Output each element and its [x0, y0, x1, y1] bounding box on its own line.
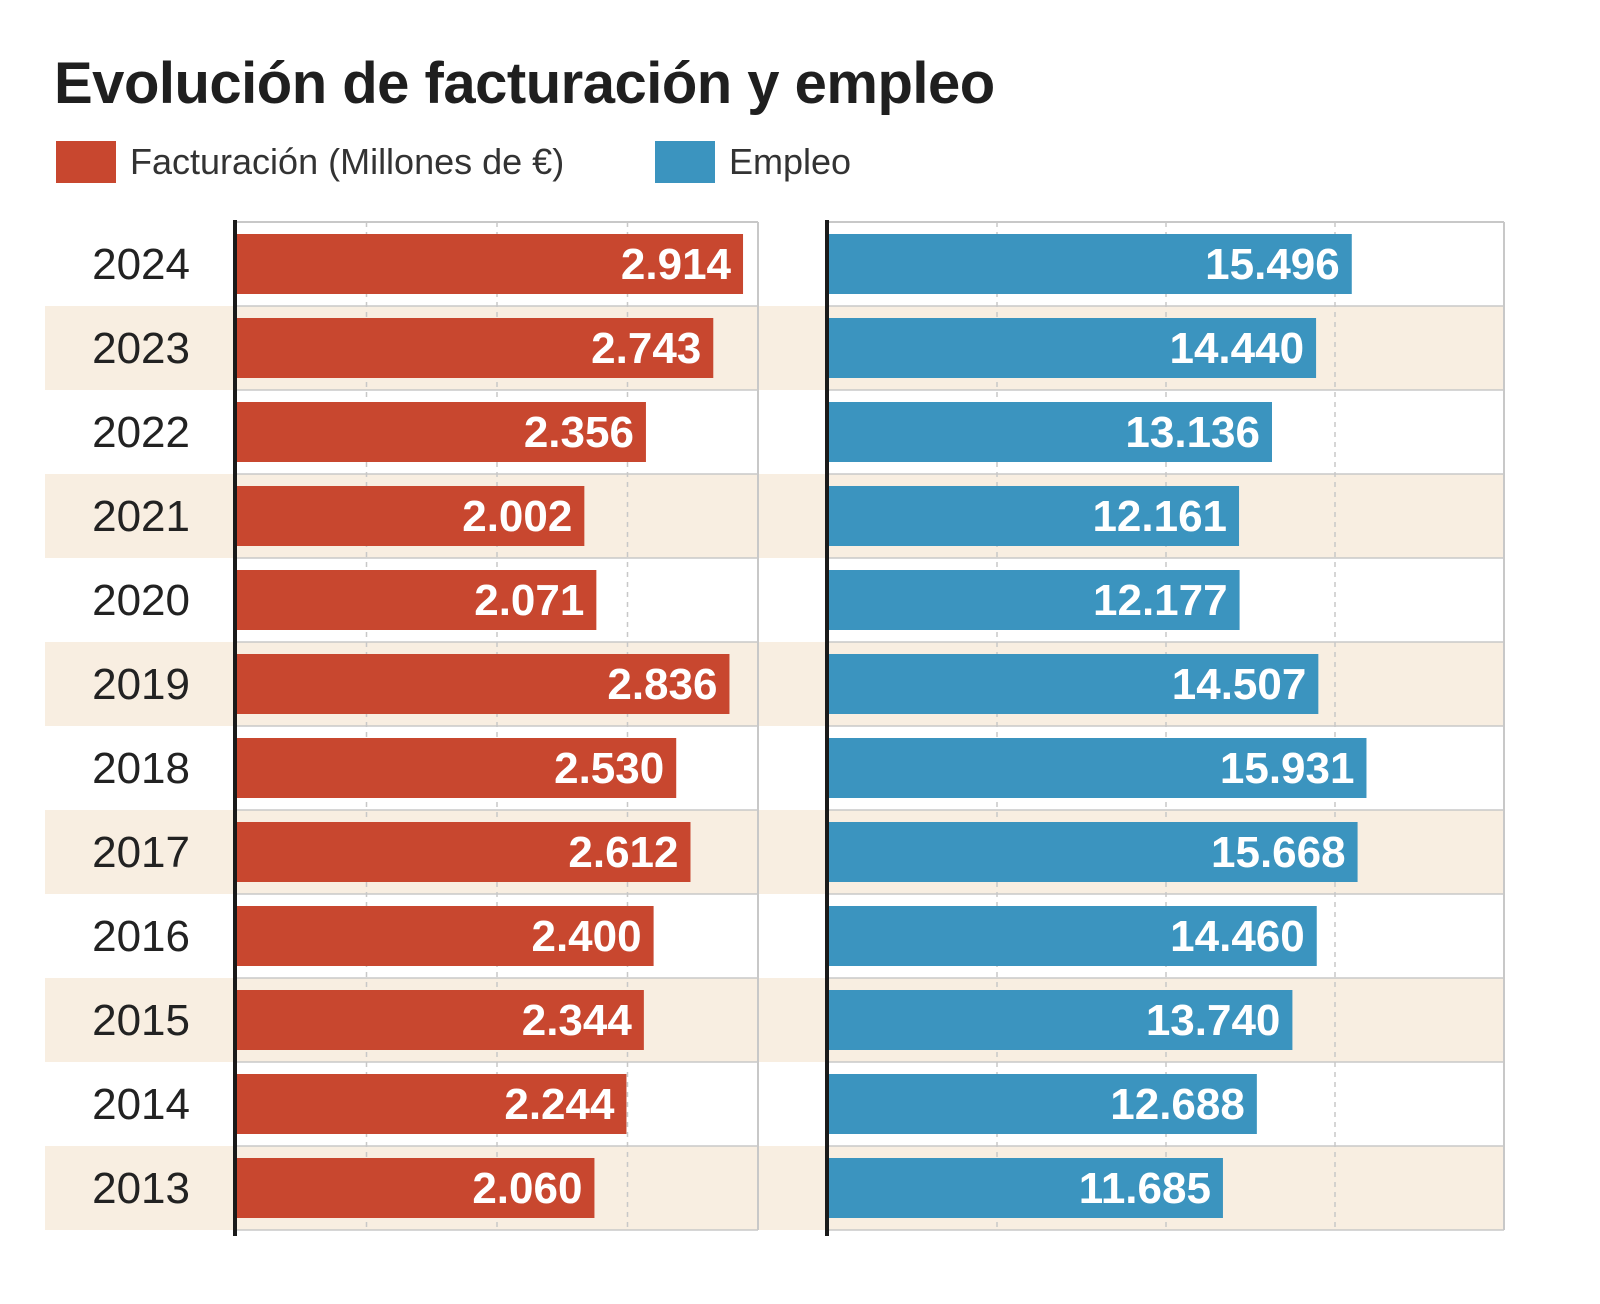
employment-bar-2017 — [828, 822, 1358, 882]
employment-bar-2015 — [828, 990, 1293, 1050]
employment-value-label-2013: 11.685 — [1079, 1164, 1211, 1213]
employment-value-label-2015: 13.740 — [1146, 996, 1281, 1045]
employment-value-label-2019: 14.507 — [1172, 660, 1307, 709]
revenue-bar-2018 — [236, 738, 677, 798]
revenue-value-label-2021: 2.002 — [462, 492, 572, 541]
revenue-value-label-2024: 2.914 — [621, 240, 732, 289]
revenue-bar-2015 — [236, 990, 644, 1050]
year-label-2017: 2017 — [92, 828, 190, 877]
revenue-value-label-2019: 2.836 — [607, 660, 717, 709]
employment-bar-2018 — [828, 738, 1367, 798]
revenue-bar-2021 — [236, 486, 585, 546]
legend-swatch-employment — [655, 141, 715, 183]
legend-item-employment: Empleo — [655, 140, 851, 184]
employment-value-label-2017: 15.668 — [1211, 828, 1346, 877]
legend-label-revenue: Facturación (Millones de €) — [130, 141, 565, 182]
employment-value-label-2014: 12.688 — [1110, 1080, 1245, 1129]
year-label-2023: 2023 — [92, 324, 190, 373]
year-label-2020: 2020 — [92, 576, 190, 625]
employment-bar-2014 — [828, 1074, 1257, 1134]
employment-bar-2021 — [828, 486, 1240, 546]
revenue-bar-2020 — [236, 570, 597, 630]
employment-value-label-2024: 15.496 — [1205, 240, 1340, 289]
employment-value-label-2023: 14.440 — [1169, 324, 1304, 373]
revenue-bar-2019 — [236, 654, 730, 714]
chart-title: Evolución de facturación y empleo — [54, 51, 995, 116]
revenue-value-label-2020: 2.071 — [474, 576, 584, 625]
revenue-value-label-2015: 2.344 — [522, 996, 633, 1045]
revenue-bar-2022 — [236, 402, 646, 462]
year-label-2013: 2013 — [92, 1164, 190, 1213]
revenue-value-label-2014: 2.244 — [504, 1080, 615, 1129]
revenue-value-label-2017: 2.612 — [568, 828, 678, 877]
revenue-bar-2014 — [236, 1074, 627, 1134]
employment-bar-2022 — [828, 402, 1272, 462]
employment-bar-2023 — [828, 318, 1317, 378]
revenue-value-label-2023: 2.743 — [591, 324, 701, 373]
employment-value-label-2016: 14.460 — [1170, 912, 1305, 961]
year-label-2019: 2019 — [92, 660, 190, 709]
employment-value-label-2018: 15.931 — [1220, 744, 1355, 793]
revenue-bar-2016 — [236, 906, 654, 966]
revenue-value-label-2022: 2.356 — [524, 408, 634, 457]
employment-bar-2019 — [828, 654, 1319, 714]
employment-bar-2013 — [828, 1158, 1223, 1218]
revenue-value-label-2013: 2.060 — [472, 1164, 582, 1213]
year-label-2022: 2022 — [92, 408, 190, 457]
employment-bar-2016 — [828, 906, 1317, 966]
year-label-2018: 2018 — [92, 744, 190, 793]
employment-value-label-2022: 13.136 — [1125, 408, 1260, 457]
legend-item-revenue: Facturación (Millones de €) — [56, 140, 564, 184]
revenue-bar-2024 — [236, 234, 744, 294]
year-label-2024: 2024 — [92, 240, 190, 289]
employment-bar-2020 — [828, 570, 1240, 630]
legend-swatch-revenue — [56, 141, 116, 183]
revenue-bar-2023 — [236, 318, 714, 378]
revenue-bar-2017 — [236, 822, 691, 882]
year-label-2015: 2015 — [92, 996, 190, 1045]
revenue-value-label-2016: 2.400 — [531, 912, 641, 961]
employment-bar-2024 — [828, 234, 1352, 294]
employment-value-label-2020: 12.177 — [1093, 576, 1228, 625]
revenue-bar-2013 — [236, 1158, 595, 1218]
revenue-value-label-2018: 2.530 — [554, 744, 664, 793]
year-label-2016: 2016 — [92, 912, 190, 961]
year-label-2014: 2014 — [92, 1080, 190, 1129]
employment-value-label-2021: 12.161 — [1092, 492, 1227, 541]
legend-label-employment: Empleo — [729, 141, 852, 182]
year-label-2021: 2021 — [92, 492, 190, 541]
